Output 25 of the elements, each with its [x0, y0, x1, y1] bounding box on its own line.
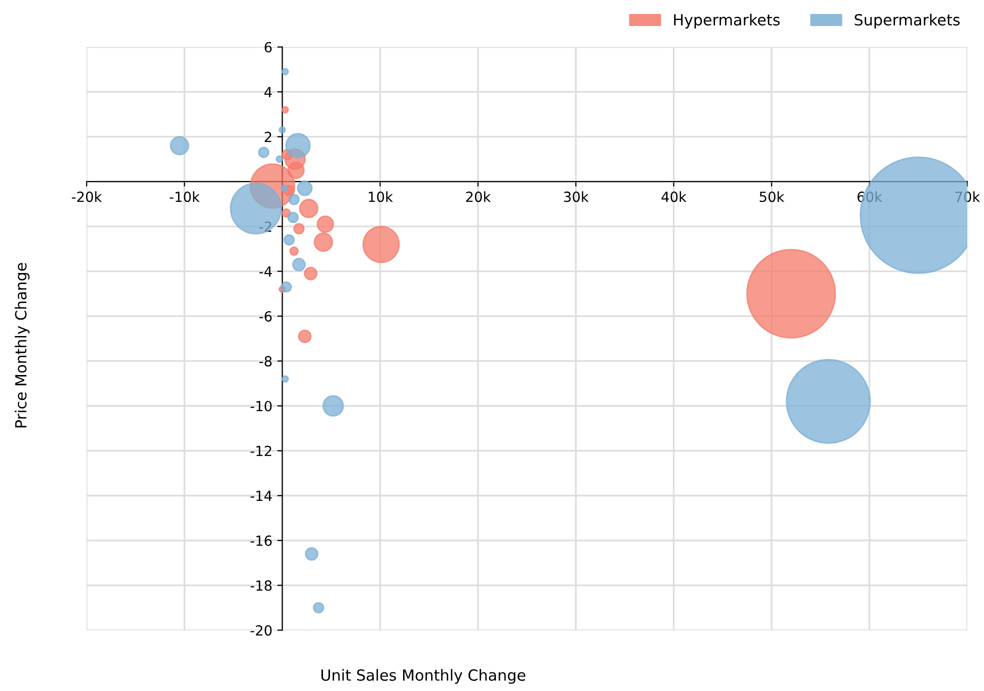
- y-tick-label: -12: [250, 446, 272, 456]
- y-tick-label: 6: [264, 42, 272, 52]
- y-tick-label: -18: [250, 580, 272, 591]
- legend-label: Supermarkets: [854, 14, 960, 29]
- x-tick-label: -10k: [170, 191, 200, 202]
- x-tick-label: 70k: [956, 191, 980, 202]
- y-tick-label: -2: [259, 221, 272, 232]
- x-axis-title: Unit Sales Monthly Change: [321, 669, 526, 684]
- y-tick-label: -10: [250, 400, 272, 412]
- x-tick-label: 40k: [662, 191, 687, 202]
- x-tick-label: 50k: [760, 191, 784, 202]
- x-tick-label: 20k: [466, 191, 491, 202]
- y-tick-label: 4: [264, 87, 272, 98]
- y-tick-label: -4: [259, 266, 272, 277]
- legend-label: Hypermarkets: [674, 14, 780, 29]
- y-axis-title: Price Monthly Change: [14, 262, 30, 428]
- x-tick-label: 30k: [564, 191, 589, 202]
- y-tick-label: 2: [264, 132, 272, 142]
- y-tick-label: -20: [250, 625, 272, 636]
- x-tick-label: -20k: [72, 191, 102, 202]
- y-tick-label: -6: [259, 311, 272, 322]
- x-tick-label: 10k: [368, 191, 393, 202]
- y-tick-label: -8: [259, 356, 272, 366]
- y-tick-label: -14: [250, 490, 272, 501]
- y-tick-label: -16: [250, 535, 272, 546]
